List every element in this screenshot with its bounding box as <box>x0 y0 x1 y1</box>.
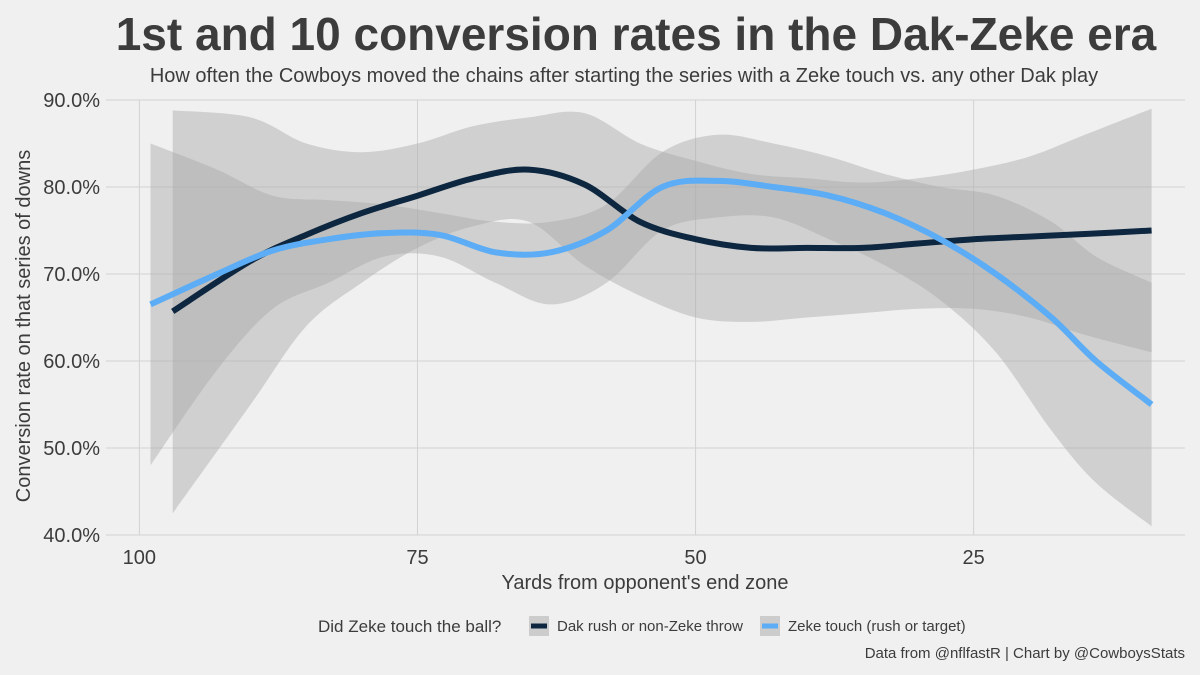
confidence-band-0 <box>172 108 1152 514</box>
x-tick-label: 25 <box>963 547 985 569</box>
y-tick-label: 60.0% <box>43 351 100 373</box>
caption: Data from @nflfastR | Chart by @CowboysS… <box>865 645 1185 662</box>
x-axis-label: Yards from opponent's end zone <box>502 572 789 594</box>
grid <box>106 99 1185 536</box>
y-tick-label: 50.0% <box>43 438 100 460</box>
chart-subtitle: How often the Cowboys moved the chains a… <box>150 65 1098 87</box>
legend-label-zeke: Zeke touch (rush or target) <box>788 618 966 635</box>
y-tick-label: 90.0% <box>43 90 100 112</box>
y-tick-label: 80.0% <box>43 177 100 199</box>
x-axis-ticks: 100 75 50 25 <box>123 547 985 569</box>
y-axis-ticks: 40.0% 50.0% 60.0% 70.0% 80.0% 90.0% <box>43 90 100 547</box>
confidence-bands <box>150 108 1152 527</box>
series-line-0 <box>171 166 1152 314</box>
y-tick-label: 40.0% <box>43 525 100 547</box>
x-tick-label: 75 <box>406 547 428 569</box>
legend-title: Did Zeke touch the ball? <box>318 617 501 636</box>
y-tick-label: 70.0% <box>43 264 100 286</box>
x-tick-label: 100 <box>123 547 156 569</box>
x-tick-label: 50 <box>684 547 706 569</box>
chart-title: 1st and 10 conversion rates in the Dak-Z… <box>116 8 1157 60</box>
y-axis-label: Conversion rate on that series of downs <box>13 150 35 502</box>
legend: Did Zeke touch the ball? Dak rush or non… <box>318 616 966 636</box>
series-line-1 <box>149 177 1154 407</box>
legend-label-dak: Dak rush or non-Zeke throw <box>557 618 743 635</box>
series-lines <box>149 166 1154 407</box>
